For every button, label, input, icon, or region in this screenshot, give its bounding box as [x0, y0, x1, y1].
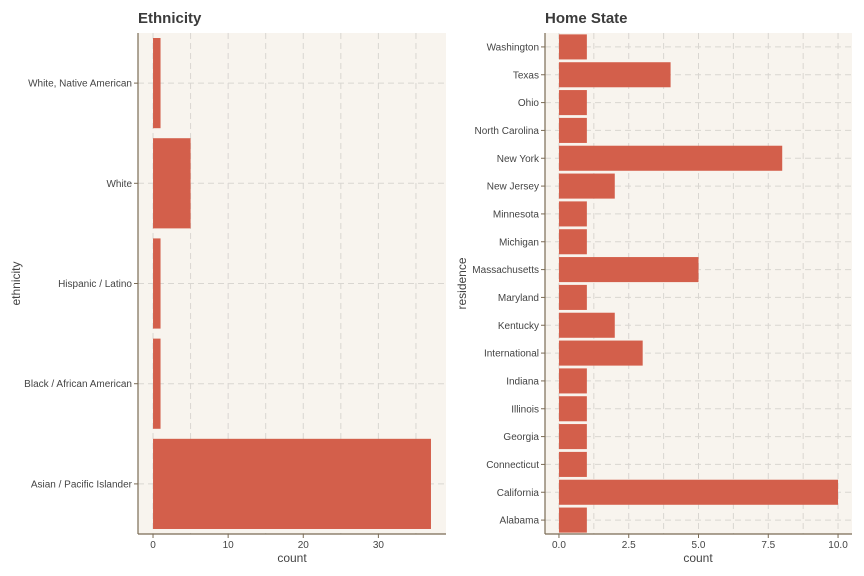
home-state-bar-washington — [558, 34, 587, 60]
home-state-bar-minnesota — [558, 201, 587, 227]
ethnicity-tick-labels: Asian / Pacific Islander Black / African … — [24, 79, 384, 551]
ethnicity-y-tick-label: Asian / Pacific Islander — [31, 479, 133, 490]
ethnicity-bar-white-native-american — [153, 38, 161, 129]
ethnicity-bar-hispanic-latino — [153, 238, 161, 329]
home-state-y-tick-label: Indiana — [506, 376, 539, 387]
ethnicity-x-tick-label: 0 — [150, 540, 156, 551]
home-state-bar-indiana — [558, 368, 587, 394]
home-state-y-tick-label: Connecticut — [486, 460, 539, 471]
home-state-bar-alabama — [558, 507, 587, 533]
home-state-bar-massachusetts — [558, 257, 699, 283]
home-state-axes — [541, 33, 852, 538]
home-state-bar-georgia — [558, 424, 587, 450]
home-state-chart: Alabama California Connecticut Georgia Illin… — [455, 10, 852, 565]
home-state-y-tick-label: Georgia — [503, 432, 539, 443]
ethnicity-bar-asian-pacific-islander — [153, 438, 431, 529]
home-state-y-tick-label: Maryland — [498, 293, 539, 304]
home-state-y-tick-label: Kentucky — [498, 321, 539, 332]
home-state-bar-texas — [558, 62, 671, 88]
home-state-bar-illinois — [558, 396, 587, 422]
ethnicity-chart-title: Ethnicity — [138, 10, 202, 27]
ethnicity-bar-white — [153, 138, 191, 229]
ethnicity-chart: Asian / Pacific Islander Black / African … — [9, 10, 446, 565]
home-state-bar-north-carolina — [558, 117, 587, 143]
home-state-y-tick-label: New Jersey — [487, 182, 539, 193]
home-state-x-tick-label: 0.0 — [552, 540, 566, 551]
home-state-grid — [545, 33, 852, 534]
home-state-bar-maryland — [558, 284, 587, 310]
ethnicity-x-tick-label: 30 — [373, 540, 385, 551]
home-state-bar-california — [558, 479, 839, 505]
home-state-x-tick-label: 5.0 — [692, 540, 706, 551]
home-state-y-tick-label: Massachusetts — [472, 265, 539, 276]
home-state-bar-ohio — [558, 90, 587, 116]
home-state-x-tick-label: 2.5 — [622, 540, 636, 551]
ethnicity-y-tick-label: White, Native American — [28, 79, 132, 90]
ethnicity-y-tick-label: Hispanic / Latino — [58, 279, 132, 290]
home-state-x-tick-label: 7.5 — [761, 540, 775, 551]
home-state-y-tick-label: Minnesota — [493, 209, 540, 220]
home-state-bar-new-jersey — [558, 173, 615, 199]
ethnicity-y-tick-label: White — [106, 179, 132, 190]
home-state-y-tick-label: North Carolina — [475, 126, 540, 137]
ethnicity-bars — [153, 38, 431, 529]
home-state-y-tick-label: International — [484, 349, 539, 360]
home-state-bar-kentucky — [558, 312, 615, 338]
home-state-y-tick-label: California — [497, 488, 540, 499]
home-state-x-tick-label: 10.0 — [828, 540, 848, 551]
home-state-bar-michigan — [558, 229, 587, 255]
ethnicity-bar-black-african-american — [153, 338, 161, 429]
home-state-y-tick-label: Ohio — [518, 98, 540, 109]
home-state-chart-title: Home State — [545, 10, 628, 27]
home-state-y-tick-label: Washington — [487, 42, 539, 53]
home-state-y-axis-title: residence — [455, 257, 469, 309]
home-state-bar-connecticut — [558, 451, 587, 477]
ethnicity-x-tick-label: 20 — [298, 540, 310, 551]
home-state-tick-labels: Alabama California Connecticut Georgia Illin… — [472, 42, 848, 551]
home-state-y-tick-label: New York — [497, 154, 540, 165]
home-state-y-tick-label: Texas — [513, 70, 539, 81]
ethnicity-y-axis-title: ethnicity — [9, 261, 23, 305]
home-state-y-tick-label: Michigan — [499, 237, 539, 248]
ethnicity-axes — [134, 33, 446, 538]
home-state-y-tick-label: Illinois — [511, 404, 539, 415]
ethnicity-x-tick-label: 10 — [223, 540, 235, 551]
home-state-bar-international — [558, 340, 643, 366]
home-state-bars — [558, 34, 839, 533]
home-state-y-tick-label: Alabama — [500, 516, 540, 527]
ethnicity-y-tick-label: Black / African American — [24, 379, 132, 390]
home-state-x-axis-title: count — [683, 551, 713, 565]
ethnicity-x-axis-title: count — [277, 551, 307, 565]
home-state-bar-new-york — [558, 145, 783, 171]
